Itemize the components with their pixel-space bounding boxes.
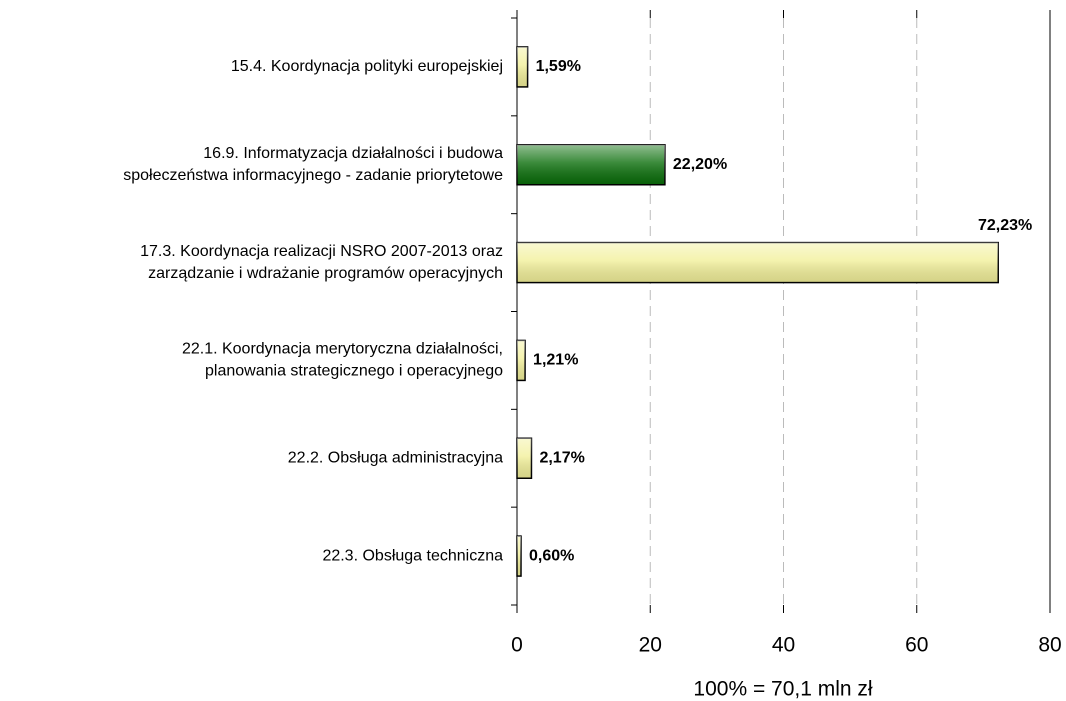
data-label: 1,21% [533,352,578,369]
y-tick-label: 16.9. Informatyzacja działalności i budo… [203,145,503,162]
y-tick-label: 17.3. Koordynacja realizacji NSRO 2007-2… [140,243,503,260]
data-label: 72,23% [978,217,1032,234]
bar [516,241,999,284]
y-tick-label: 22.2. Obsługa administracyjna [288,449,503,466]
y-tick-label: społeczeństwa informacyjnego - zadanie p… [123,167,503,184]
data-label: 1,59% [536,58,581,75]
data-label: 22,20% [673,156,727,173]
x-tick-label: 0 [511,634,523,657]
bar [516,46,529,88]
y-tick-label: 15.4. Koordynacja polityki europejskiej [231,58,503,75]
bar [516,144,666,186]
data-label: 0,60% [529,547,574,564]
bar [516,339,526,382]
x-tick-label: 60 [905,634,928,657]
x-tick-label: 80 [1038,634,1061,657]
data-label: 2,17% [539,449,584,466]
y-tick-label: zarządzanie i wdrażanie programów operac… [148,265,503,282]
x-axis-label: 100% = 70,1 mln zł [693,678,873,701]
y-tick-label: 22.3. Obsługa techniczna [322,547,503,564]
x-tick-label: 20 [639,634,662,657]
x-tick-label: 40 [772,634,795,657]
bar [516,535,522,577]
y-tick-label: planowania strategicznego i operacyjnego [205,363,503,380]
y-tick-label: 22.1. Koordynacja merytoryczna działalno… [182,341,503,358]
bar [516,437,533,479]
